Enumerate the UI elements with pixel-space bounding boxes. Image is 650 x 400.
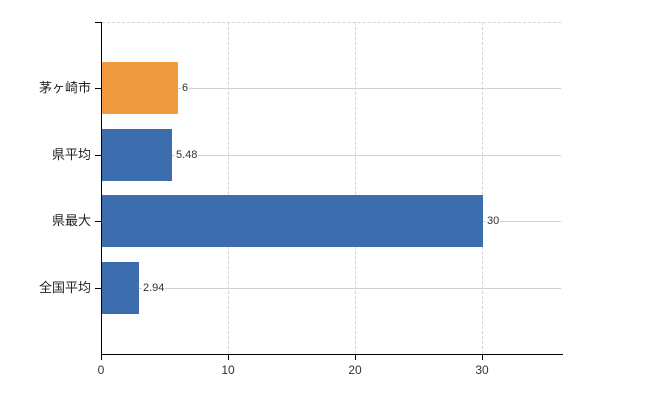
x-axis-tick — [228, 355, 229, 360]
bar — [102, 62, 178, 114]
grid-line-horizontal — [102, 155, 561, 156]
grid-line-vertical — [228, 22, 229, 354]
bar — [102, 129, 172, 181]
bar — [102, 262, 139, 314]
plot-top-border — [102, 22, 561, 23]
x-axis — [101, 354, 563, 355]
grid-line-horizontal — [102, 88, 561, 89]
grid-line-vertical — [355, 22, 356, 354]
x-axis-tick — [482, 355, 483, 360]
y-axis-tick — [95, 221, 101, 222]
grid-line-vertical — [482, 22, 483, 354]
y-axis-end-tick — [95, 22, 101, 23]
bar — [102, 195, 483, 247]
y-axis-tick — [95, 288, 101, 289]
category-label: 県平均 — [51, 147, 91, 162]
category-label: 茅ヶ崎市 — [38, 80, 91, 95]
x-tick-label: 0 — [97, 363, 105, 377]
x-axis-tick — [355, 355, 356, 360]
bar-value-label: 30 — [486, 214, 501, 228]
x-tick-label: 20 — [348, 363, 362, 377]
category-label: 全国平均 — [38, 280, 91, 295]
bar-value-label: 2.94 — [142, 281, 166, 295]
bar-value-label: 5.48 — [175, 148, 199, 162]
y-axis-tick — [95, 88, 101, 89]
x-axis-tick — [101, 355, 102, 360]
x-tick-label: 10 — [221, 363, 235, 377]
y-axis-tick — [95, 155, 101, 156]
category-label: 県最大 — [51, 213, 91, 228]
grid-line-horizontal — [102, 288, 561, 289]
x-tick-label: 30 — [475, 363, 489, 377]
y-axis — [101, 22, 102, 355]
bar-value-label: 6 — [181, 81, 190, 95]
